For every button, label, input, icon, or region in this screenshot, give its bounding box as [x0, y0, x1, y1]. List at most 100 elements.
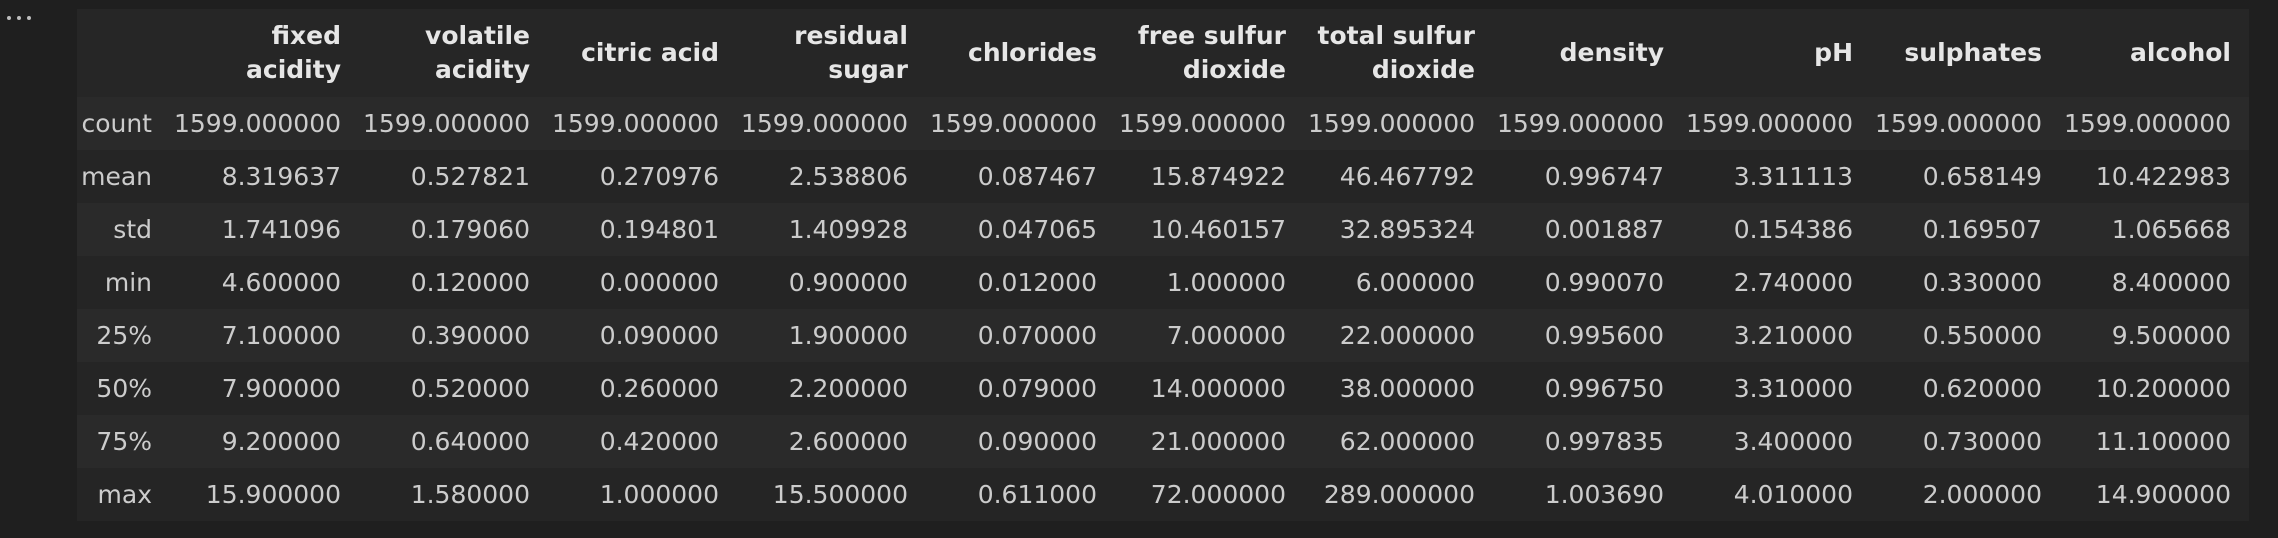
table-cell: 8.400000	[2111, 268, 2231, 297]
table-cell: 32.895324	[1339, 215, 1475, 244]
table-cell: 10.422983	[2095, 162, 2231, 191]
table-cell: 0.996750	[1544, 374, 1664, 403]
table-cell: 0.527821	[410, 162, 530, 191]
table-cell: 22.000000	[1339, 321, 1475, 350]
table-cell: 0.420000	[599, 427, 719, 456]
table-cell: 0.990070	[1544, 268, 1664, 297]
table-cell: 0.047065	[977, 215, 1097, 244]
dataframe-container: fixed acidity volatile acidity citric acid re…	[77, 9, 2249, 523]
table-cell: 2.000000	[1922, 480, 2042, 509]
table-cell: 0.330000	[1922, 268, 2042, 297]
table-cell: 14.900000	[2095, 480, 2231, 509]
table-cell: 9.200000	[221, 427, 341, 456]
table-cell: 9.500000	[2111, 321, 2231, 350]
table-row: max 15.900000 1.580000 1.000000 15.500000 0.6…	[77, 468, 2249, 521]
table-cell: 0.390000	[410, 321, 530, 350]
table-row: 50% 7.900000 0.520000 0.260000 2.200000 0.079…	[77, 362, 2249, 415]
table-cell: 10.460157	[1150, 215, 1286, 244]
column-header: free sulfur dioxide	[1137, 21, 1286, 84]
table-row: min 4.600000 0.120000 0.000000 0.900000 0.012…	[77, 256, 2249, 309]
table-cell: 1599.000000	[552, 109, 720, 138]
column-header: citric acid	[581, 38, 719, 68]
table-cell: 0.012000	[977, 268, 1097, 297]
table-cell: 72.000000	[1150, 480, 1286, 509]
table-cell: 8.319637	[221, 162, 341, 191]
table-cell: 1599.000000	[1686, 109, 1854, 138]
more-actions-icon[interactable]	[7, 8, 31, 28]
table-cell: 15.500000	[772, 480, 908, 509]
table-cell: 38.000000	[1339, 374, 1475, 403]
describe-table: fixed acidity volatile acidity citric acid re…	[77, 9, 2249, 521]
table-cell: 15.874922	[1150, 162, 1286, 191]
table-cell: 4.600000	[221, 268, 341, 297]
table-cell: 2.200000	[788, 374, 908, 403]
table-cell: 1.900000	[788, 321, 908, 350]
table-cell: 7.000000	[1166, 321, 1286, 350]
dot	[27, 16, 31, 20]
column-header: alcohol	[2130, 38, 2231, 68]
table-cell: 0.090000	[977, 427, 1097, 456]
dot	[17, 16, 21, 20]
row-label: 75%	[96, 427, 152, 456]
table-row: std 1.741096 0.179060 0.194801 1.409928 0.047…	[77, 203, 2249, 256]
table-row: 25% 7.100000 0.390000 0.090000 1.900000 0.070…	[77, 309, 2249, 362]
table-cell: 3.310000	[1733, 374, 1853, 403]
table-cell: 289.000000	[1323, 480, 1475, 509]
table-cell: 1599.000000	[1308, 109, 1476, 138]
table-cell: 0.520000	[410, 374, 530, 403]
table-cell: 0.730000	[1922, 427, 2042, 456]
table-row: count 1599.000000 1599.000000 1599.000000 15…	[77, 97, 2249, 150]
row-label: std	[113, 215, 152, 244]
row-label: 25%	[96, 321, 152, 350]
table-cell: 0.658149	[1922, 162, 2042, 191]
table-cell: 0.260000	[599, 374, 719, 403]
table-cell: 2.538806	[788, 162, 908, 191]
table-cell: 1.065668	[2111, 215, 2231, 244]
table-cell: 0.270976	[599, 162, 719, 191]
table-cell: 0.087467	[977, 162, 1097, 191]
column-header: total sulfur dioxide	[1317, 21, 1475, 84]
table-cell: 0.194801	[599, 215, 719, 244]
table-cell: 14.000000	[1150, 374, 1286, 403]
table-cell: 1599.000000	[1875, 109, 2043, 138]
column-header: fixed acidity	[246, 21, 341, 84]
row-label: 50%	[96, 374, 152, 403]
table-cell: 3.210000	[1733, 321, 1853, 350]
table-row: 75% 9.200000 0.640000 0.420000 2.600000 0.090…	[77, 415, 2249, 468]
table-cell: 0.550000	[1922, 321, 2042, 350]
table-cell: 10.200000	[2095, 374, 2231, 403]
table-cell: 0.079000	[977, 374, 1097, 403]
table-cell: 0.996747	[1544, 162, 1664, 191]
table-cell: 1.741096	[221, 215, 341, 244]
table-cell: 0.995600	[1544, 321, 1664, 350]
table-cell: 7.900000	[221, 374, 341, 403]
table-cell: 1599.000000	[1497, 109, 1665, 138]
table-cell: 7.100000	[221, 321, 341, 350]
row-label: min	[104, 268, 152, 297]
column-header: pH	[1814, 38, 1853, 68]
table-cell: 0.620000	[1922, 374, 2042, 403]
table-cell: 1.000000	[1166, 268, 1286, 297]
table-cell: 0.611000	[977, 480, 1097, 509]
table-cell: 0.001887	[1544, 215, 1664, 244]
table-cell: 4.010000	[1733, 480, 1853, 509]
table-cell: 1.000000	[599, 480, 719, 509]
table-cell: 1.409928	[788, 215, 908, 244]
index-header	[77, 9, 174, 97]
column-header: density	[1559, 38, 1664, 68]
table-cell: 1.003690	[1544, 480, 1664, 509]
table-cell: 0.154386	[1733, 215, 1853, 244]
table-cell: 0.900000	[788, 268, 908, 297]
row-label: max	[97, 480, 152, 509]
table-cell: 1599.000000	[174, 109, 342, 138]
table-cell: 0.179060	[410, 215, 530, 244]
table-cell: 46.467792	[1339, 162, 1475, 191]
table-cell: 1599.000000	[741, 109, 909, 138]
table-cell: 6.000000	[1355, 268, 1475, 297]
table-cell: 2.600000	[788, 427, 908, 456]
table-body: count 1599.000000 1599.000000 1599.000000 15…	[77, 97, 2249, 521]
table-cell: 1599.000000	[1119, 109, 1287, 138]
header-row: fixed acidity volatile acidity citric acid re…	[77, 9, 2249, 97]
table-cell: 0.169507	[1922, 215, 2042, 244]
